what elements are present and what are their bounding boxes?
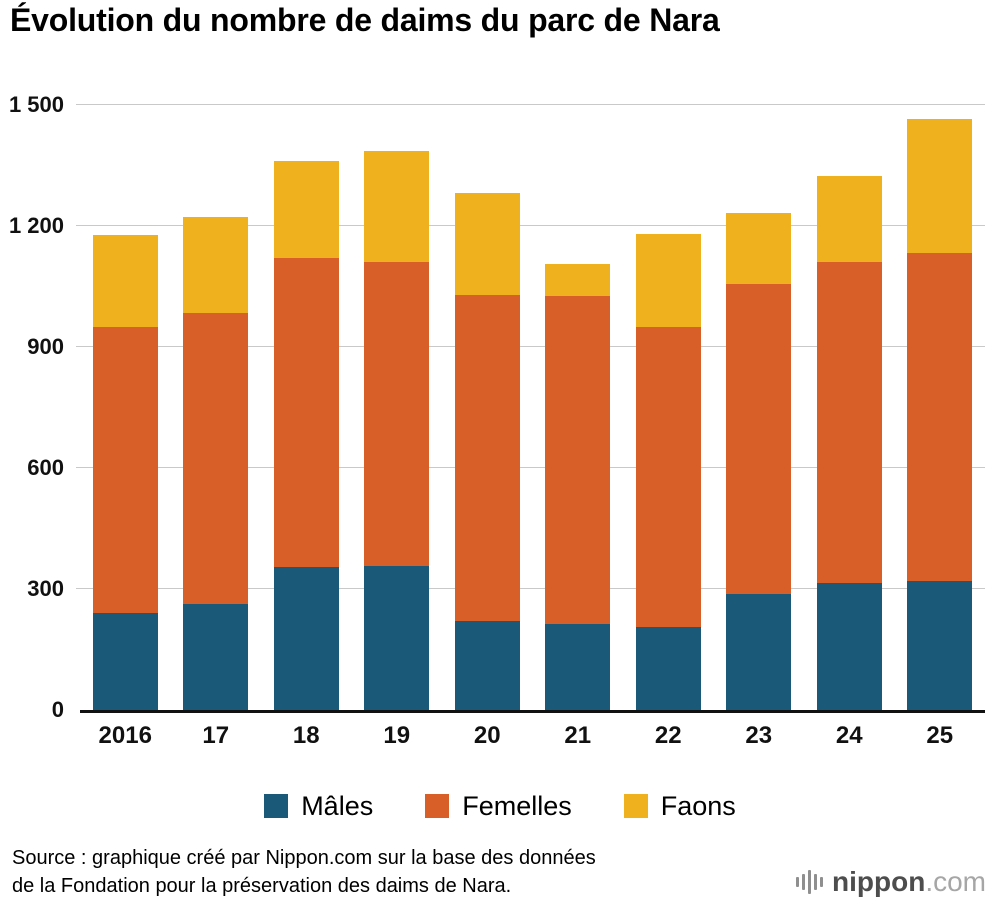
legend-item-males: Mâles [264, 791, 373, 822]
x-tick-label-21: 21 [564, 722, 592, 749]
bar-segment-femelles-22 [635, 326, 701, 628]
legend-swatch-femelles [425, 794, 450, 818]
bar-segment-males-25 [907, 580, 973, 710]
bar-segment-males-22 [635, 627, 701, 710]
bar-segment-males-21 [545, 623, 611, 710]
bar-segment-faons-19 [364, 151, 430, 263]
bar-20 [454, 105, 520, 710]
brand-tld: .com [925, 866, 986, 897]
bar-17 [183, 105, 249, 710]
bar-segment-femelles-19 [364, 262, 430, 567]
brand-name: nippon [832, 866, 926, 897]
x-tick-label-25: 25 [926, 722, 954, 749]
y-axis-labels: 0 300 600 900 1 200 1 500 [0, 92, 64, 722]
chart-title: Évolution du nombre de daims du parc de … [10, 2, 720, 38]
x-tick-label-24: 24 [835, 722, 863, 749]
legend-item-faons: Faons [623, 790, 736, 822]
bar-19 [364, 105, 430, 710]
x-tick-label-17: 17 [202, 722, 230, 749]
bar-segment-femelles-21 [545, 296, 611, 624]
bar-segment-faons-22 [635, 234, 701, 327]
gridline-300 [76, 588, 985, 589]
x-tick-label-2016: 2016 [98, 722, 152, 749]
y-tick-label-1500: 1 500 [8, 92, 64, 117]
nippon-bars-icon [795, 869, 824, 895]
bar-23 [726, 105, 792, 710]
y-tick-label-300: 300 [27, 576, 64, 601]
legend-label-femelles: Femelles [462, 790, 572, 821]
bar-segment-faons-25 [907, 119, 973, 254]
bar-segment-males-18 [273, 566, 339, 710]
legend-label-faons: Faons [660, 790, 736, 821]
y-tick-label-600: 600 [27, 455, 64, 480]
x-tick-label-19: 19 [383, 722, 411, 749]
x-axis-labels: 2016 17 18 19 20 21 22 23 24 25 [80, 722, 985, 754]
x-tick-label-22: 22 [654, 722, 682, 749]
bar-2016 [92, 105, 158, 710]
bar-segment-males-24 [816, 582, 882, 710]
bar-segment-faons-21 [545, 263, 611, 297]
bar-segment-femelles-24 [816, 262, 882, 583]
gridline-1500 [76, 104, 985, 105]
y-tick-label-0: 0 [51, 697, 64, 722]
bar-segment-faons-17 [183, 217, 249, 313]
chart-legend: Mâles Femelles Faons [0, 788, 1000, 824]
bar-segment-faons-23 [726, 213, 792, 285]
gridline-900 [76, 346, 985, 347]
legend-swatch-faons [623, 794, 648, 818]
bar-segment-femelles-2016 [92, 326, 158, 614]
y-tick-label-900: 900 [27, 334, 64, 359]
legend-label-males: Mâles [301, 790, 374, 821]
bar-segment-males-23 [726, 593, 792, 710]
gridline-600 [76, 467, 985, 468]
source-note: Source : graphique créé par Nippon.com s… [12, 844, 596, 900]
nippon-logo: nippon.com [795, 868, 986, 896]
legend-swatch-males [264, 794, 289, 818]
x-tick-label-23: 23 [745, 722, 773, 749]
bar-segment-males-17 [183, 604, 249, 710]
bar-segment-faons-20 [454, 192, 520, 296]
bar-18 [273, 105, 339, 710]
bar-segment-femelles-17 [183, 312, 249, 605]
bar-segment-faons-24 [816, 175, 882, 263]
plot-area [76, 104, 985, 713]
nippon-wordmark: nippon.com [832, 868, 986, 896]
bar-segment-femelles-20 [454, 295, 520, 622]
legend-item-femelles: Femelles [425, 791, 572, 822]
source-line-2: de la Fondation pour la préservation des… [12, 875, 512, 897]
x-tick-label-18: 18 [292, 722, 320, 749]
bar-segment-femelles-25 [907, 253, 973, 581]
y-tick-label-1200: 1 200 [8, 213, 64, 238]
x-tick-label-20: 20 [473, 722, 501, 749]
gridline-1200 [76, 225, 985, 226]
bar-22 [635, 105, 701, 710]
bar-segment-males-2016 [92, 613, 158, 710]
bar-24 [816, 105, 882, 710]
source-line-1: Source : graphique créé par Nippon.com s… [12, 847, 596, 869]
bar-segment-femelles-18 [273, 258, 339, 567]
bar-segment-faons-2016 [92, 234, 158, 327]
bar-21 [545, 105, 611, 710]
bar-segment-femelles-23 [726, 284, 792, 594]
bar-segment-males-20 [454, 621, 520, 710]
bar-segment-males-19 [364, 566, 430, 710]
bar-segment-faons-18 [273, 160, 339, 259]
bar-25 [907, 105, 973, 710]
